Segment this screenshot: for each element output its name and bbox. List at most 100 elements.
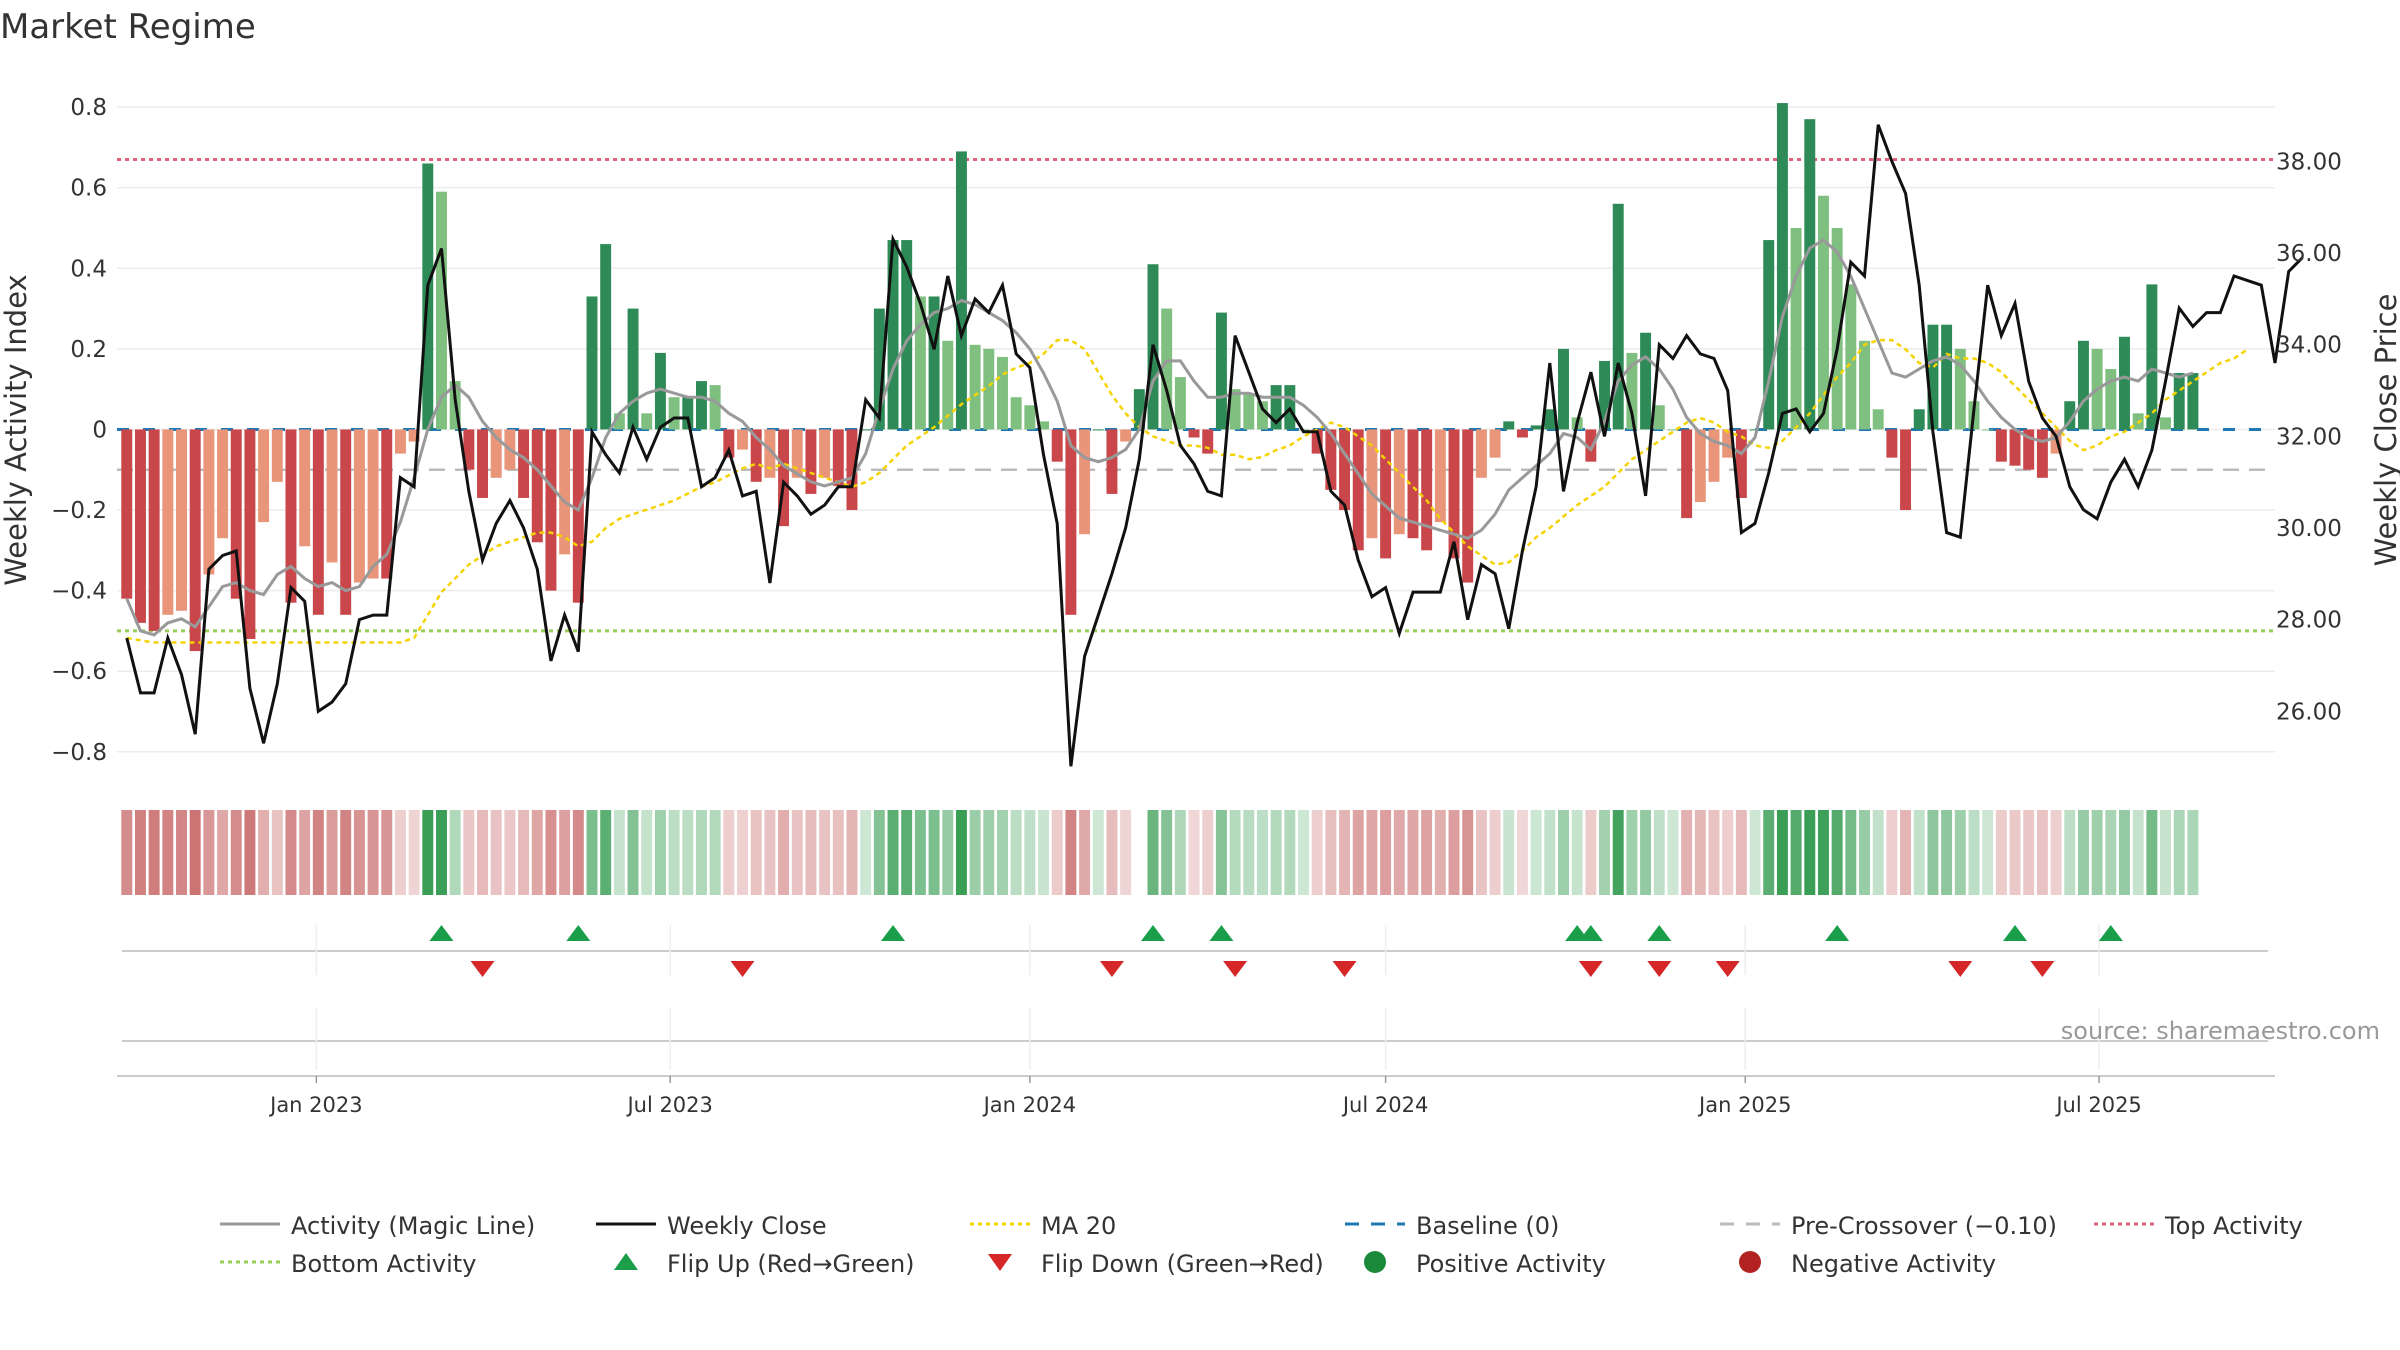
activity-bar — [408, 429, 420, 442]
activity-bar — [1352, 429, 1364, 551]
heat-cell — [134, 810, 146, 895]
activity-bar — [709, 385, 721, 430]
left-tick-label: 0.8 — [70, 95, 107, 121]
heat-cell — [2036, 810, 2048, 895]
activity-bar — [955, 151, 967, 430]
heat-cell — [1653, 810, 1665, 895]
activity-bar — [394, 429, 406, 454]
heat-cell — [2187, 810, 2199, 895]
activity-bar — [559, 429, 571, 555]
flip-up-marker — [429, 925, 454, 941]
activity-bar — [353, 429, 365, 583]
activity-bar — [1886, 429, 1898, 458]
heat-cell — [299, 810, 311, 895]
activity-bar — [1339, 429, 1351, 511]
activity-bar — [1174, 377, 1186, 430]
activity-bar — [1776, 103, 1788, 430]
activity-bar — [1530, 425, 1542, 430]
heat-cell — [340, 810, 352, 895]
activity-bar — [1845, 284, 1857, 430]
heat-cell — [1462, 810, 1474, 895]
flip-up-marker — [1578, 925, 1603, 941]
activity-bar — [695, 381, 707, 430]
heat-cell — [1913, 810, 1925, 895]
heat-cell — [1174, 810, 1186, 895]
heat-cell — [1243, 810, 1255, 895]
heat-cell — [2077, 810, 2089, 895]
activity-bar — [914, 296, 926, 430]
heat-cell — [2064, 810, 2076, 895]
activity-bar — [1585, 429, 1597, 462]
activity-bar — [545, 429, 557, 591]
activity-bar — [2119, 336, 2130, 430]
activity-bar — [1941, 324, 1953, 430]
right-tick-label: 38.00 — [2276, 149, 2342, 175]
activity-bar — [2009, 429, 2021, 466]
heat-cell — [1735, 810, 1747, 895]
heat-cell — [545, 810, 557, 895]
activity-bar — [983, 348, 995, 430]
x-tick-label: Jan 2025 — [1697, 1093, 1792, 1117]
activity-bar — [1681, 429, 1693, 519]
activity-bar — [1366, 429, 1378, 539]
activity-bar — [1065, 429, 1077, 615]
activity-bar — [1694, 429, 1706, 502]
activity-bar — [148, 429, 160, 631]
heat-cell — [572, 810, 584, 895]
heat-cell — [1448, 810, 1460, 895]
activity-bar — [1188, 429, 1200, 438]
activity-bar — [682, 397, 694, 430]
heat-cell — [1434, 810, 1446, 895]
activity-bar — [1831, 227, 1843, 430]
activity-bar — [518, 429, 530, 498]
activity-bar — [1434, 429, 1446, 523]
heat-cell — [682, 810, 694, 895]
legend-swatch-triangle-up — [614, 1253, 638, 1270]
activity-bar — [1038, 421, 1050, 430]
activity-bar — [1489, 429, 1501, 458]
heat-cell — [531, 810, 543, 895]
flip-up-marker — [1209, 925, 1234, 941]
heat-cell — [1325, 810, 1337, 895]
activity-bar — [1804, 119, 1816, 430]
left-tick-label: 0 — [92, 417, 107, 443]
heat-cell — [955, 810, 967, 895]
x-tick-label: Jul 2024 — [1341, 1093, 1428, 1117]
activity-bar — [1106, 429, 1118, 494]
right-tick-label: 26.00 — [2276, 699, 2342, 725]
heat-cell — [1599, 810, 1611, 895]
flip-down-marker — [1223, 961, 1248, 977]
heat-cell — [1202, 810, 1214, 895]
heat-cell — [504, 810, 516, 895]
flip-up-marker — [2098, 925, 2123, 941]
heat-cell — [819, 810, 831, 895]
activity-bar — [1229, 389, 1241, 430]
left-tick-label: −0.8 — [51, 740, 107, 766]
heat-cell — [1968, 810, 1980, 895]
right-tick-label: 32.00 — [2276, 424, 2342, 450]
right-tick-label: 30.00 — [2276, 516, 2342, 542]
activity-bar — [1079, 429, 1091, 535]
heat-cell — [1229, 810, 1241, 895]
heat-cell — [1161, 810, 1173, 895]
heat-cell — [1995, 810, 2007, 895]
activity-bar — [1817, 195, 1829, 430]
heat-cell — [969, 810, 981, 895]
heat-cell — [1393, 810, 1405, 895]
legend-swatch-dot — [1364, 1251, 1386, 1273]
heat-cell — [1352, 810, 1364, 895]
heat-cell — [285, 810, 297, 895]
heat-cell — [695, 810, 707, 895]
heat-cell — [1215, 810, 1227, 895]
heat-cell — [1927, 810, 1939, 895]
activity-bar — [1599, 360, 1611, 430]
heat-cell — [600, 810, 612, 895]
heat-cell — [1092, 810, 1104, 895]
activity-bar — [873, 308, 885, 430]
activity-bar — [778, 429, 790, 527]
heat-cell — [1339, 810, 1351, 895]
activity-bar — [381, 429, 393, 579]
activity-bar — [1626, 352, 1638, 430]
activity-bars — [121, 103, 2199, 652]
heat-cell — [737, 810, 748, 895]
